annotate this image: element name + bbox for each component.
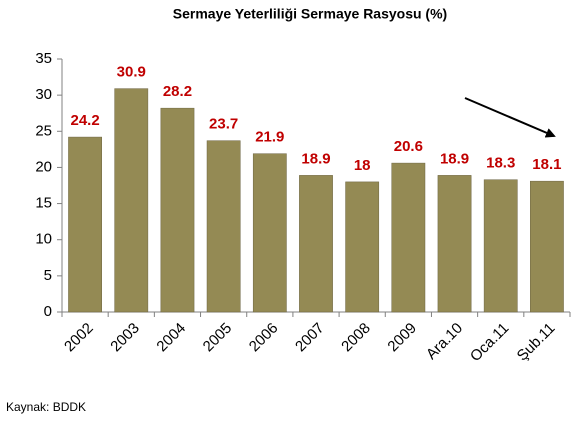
data-label: 18.9	[301, 150, 330, 167]
x-tick-label: 2006	[246, 320, 282, 356]
data-label: 18.9	[440, 150, 469, 167]
bar	[68, 136, 102, 313]
data-label: 18.1	[532, 156, 561, 173]
bar	[252, 153, 287, 313]
data-label: 21.9	[255, 129, 284, 146]
bar	[530, 180, 564, 313]
y-tick-label: 35	[35, 50, 52, 67]
source-note: Kaynak: BDDK	[6, 400, 86, 414]
bar	[114, 88, 149, 313]
x-tick-label: Ara.10	[423, 320, 466, 363]
bar	[299, 175, 333, 313]
chart-title: Sermaye Yeterliliği Sermaye Rasyosu (%)	[173, 6, 447, 22]
data-label: 23.7	[209, 116, 238, 133]
y-tick-label: 5	[44, 267, 52, 284]
x-tick-label: 2005	[200, 320, 236, 356]
data-label: 18	[354, 157, 371, 174]
x-tick-label: 2007	[292, 320, 328, 356]
x-tick-label: 2002	[61, 320, 97, 356]
x-tick-label: 2003	[107, 320, 143, 356]
bar	[391, 162, 426, 313]
bar	[483, 179, 518, 313]
bar	[345, 181, 380, 313]
data-label: 20.6	[394, 138, 423, 155]
x-tick-label: 2009	[384, 320, 420, 356]
y-tick-label: 25	[35, 122, 52, 139]
y-tick-label: 20	[35, 158, 52, 175]
y-tick-label: 10	[35, 231, 52, 248]
bar	[437, 175, 472, 313]
trend-arrow	[464, 97, 556, 138]
bar	[160, 107, 195, 313]
x-tick-label: Oca.11	[467, 320, 512, 365]
x-tick-label: Şub.11	[514, 320, 559, 365]
data-label: 18.3	[486, 155, 515, 172]
y-tick-label: 0	[44, 303, 52, 320]
y-tick-label: 15	[35, 195, 52, 212]
data-label: 30.9	[117, 64, 146, 81]
data-label: 24.2	[70, 112, 99, 129]
bar	[206, 140, 241, 313]
x-tick-label: 2004	[153, 320, 189, 356]
data-label: 28.2	[163, 83, 192, 100]
y-tick-label: 30	[35, 86, 52, 103]
x-tick-label: 2008	[338, 320, 374, 356]
